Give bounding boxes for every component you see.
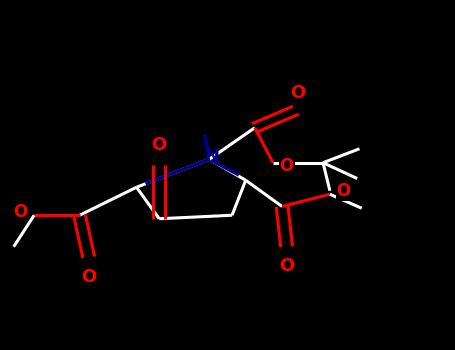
Text: O: O <box>290 84 306 102</box>
Text: O: O <box>279 257 294 275</box>
Text: O: O <box>279 157 294 175</box>
Text: O: O <box>13 203 28 221</box>
Text: O: O <box>336 182 351 200</box>
Text: N: N <box>204 147 219 165</box>
Text: O: O <box>152 136 167 154</box>
Text: O: O <box>81 267 96 286</box>
